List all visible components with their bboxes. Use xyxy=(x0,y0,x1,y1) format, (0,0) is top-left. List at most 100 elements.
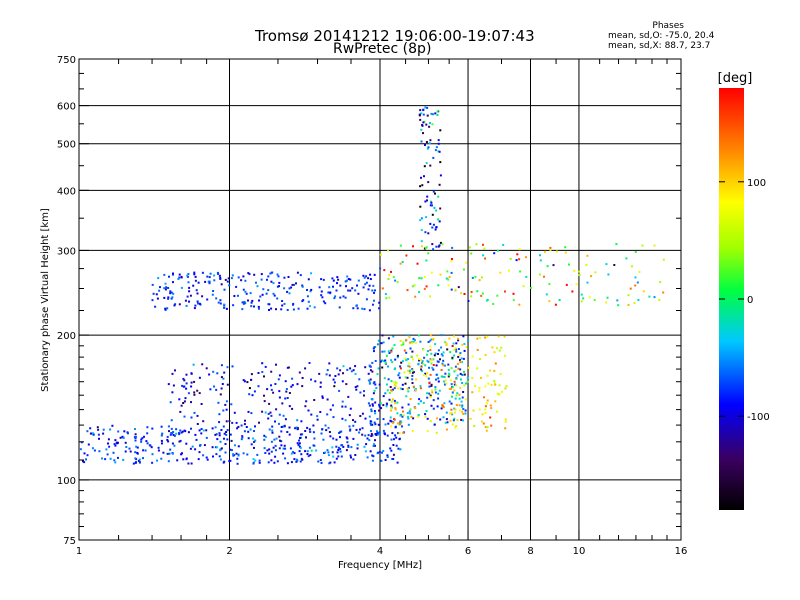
data-point xyxy=(169,433,172,436)
data-point xyxy=(274,420,276,423)
data-point xyxy=(446,421,449,424)
data-point xyxy=(276,297,279,300)
data-point xyxy=(463,349,466,352)
data-point xyxy=(347,446,350,448)
data-point xyxy=(426,199,428,202)
data-point xyxy=(415,378,418,381)
data-point xyxy=(298,439,300,442)
data-point xyxy=(292,451,294,453)
data-point xyxy=(418,358,421,361)
data-point xyxy=(658,299,661,301)
data-point xyxy=(426,396,429,399)
data-point xyxy=(228,284,231,287)
data-point xyxy=(441,404,444,407)
data-point xyxy=(476,367,479,370)
data-point xyxy=(217,301,220,304)
data-point xyxy=(198,302,201,305)
data-point xyxy=(457,355,460,358)
data-point xyxy=(493,252,496,255)
data-point xyxy=(420,176,422,179)
data-point xyxy=(301,377,304,379)
data-point xyxy=(112,451,115,454)
data-point xyxy=(186,274,189,277)
data-point xyxy=(442,351,445,354)
data-point xyxy=(138,458,141,461)
data-point xyxy=(226,383,229,386)
data-point xyxy=(411,378,414,381)
data-point xyxy=(441,354,444,357)
data-point xyxy=(220,283,223,286)
data-point xyxy=(433,206,436,209)
data-point xyxy=(253,430,255,432)
data-point xyxy=(447,375,450,378)
data-point xyxy=(263,438,266,441)
data-point xyxy=(326,369,329,372)
data-point xyxy=(422,132,424,135)
data-point xyxy=(565,283,568,286)
data-point xyxy=(350,370,353,373)
data-point xyxy=(263,375,265,378)
data-point xyxy=(194,279,197,282)
data-point xyxy=(328,431,331,433)
data-point xyxy=(300,420,303,423)
data-point xyxy=(373,350,375,353)
data-point xyxy=(290,452,293,455)
data-point xyxy=(401,425,403,428)
data-point xyxy=(471,391,474,394)
data-point xyxy=(478,408,481,411)
data-point xyxy=(162,451,165,454)
data-point xyxy=(224,403,227,406)
data-point xyxy=(220,447,223,450)
data-point xyxy=(462,412,465,415)
data-point xyxy=(424,372,427,375)
data-point xyxy=(496,294,499,297)
data-point xyxy=(429,204,432,207)
data-point xyxy=(269,411,272,414)
data-point xyxy=(437,377,440,380)
data-point xyxy=(244,419,246,422)
data-point xyxy=(134,451,137,454)
data-point xyxy=(329,408,332,411)
data-point xyxy=(263,400,266,403)
data-point xyxy=(486,298,489,301)
data-point xyxy=(278,422,280,425)
data-point xyxy=(225,420,228,423)
data-point xyxy=(378,383,381,386)
data-point xyxy=(425,123,428,126)
data-point xyxy=(436,110,439,113)
data-point xyxy=(208,373,211,376)
data-point xyxy=(458,354,461,357)
data-point xyxy=(308,428,311,431)
data-point xyxy=(222,409,225,412)
data-point xyxy=(290,385,293,388)
data-point xyxy=(381,451,383,454)
data-point xyxy=(242,275,245,278)
data-point xyxy=(328,362,331,365)
data-point xyxy=(180,431,183,434)
data-point xyxy=(253,273,256,276)
data-point xyxy=(455,342,458,345)
data-point xyxy=(427,232,430,235)
data-point xyxy=(417,402,420,405)
data-point xyxy=(407,423,410,426)
data-point xyxy=(438,389,441,392)
data-point xyxy=(390,400,393,403)
data-point xyxy=(445,411,448,414)
data-point xyxy=(385,354,388,357)
data-point xyxy=(434,112,437,115)
data-point xyxy=(280,444,283,447)
data-point xyxy=(446,348,449,351)
data-point xyxy=(429,339,432,342)
data-point xyxy=(359,415,362,417)
data-point xyxy=(427,146,430,149)
data-point xyxy=(444,379,447,382)
data-point xyxy=(286,462,289,465)
data-point xyxy=(463,293,466,295)
data-point xyxy=(208,282,211,285)
data-point xyxy=(427,181,430,184)
data-point xyxy=(409,369,411,372)
data-point xyxy=(356,447,359,450)
data-point xyxy=(358,378,361,381)
x-tick-label: 8 xyxy=(527,546,533,557)
data-point xyxy=(398,376,401,379)
